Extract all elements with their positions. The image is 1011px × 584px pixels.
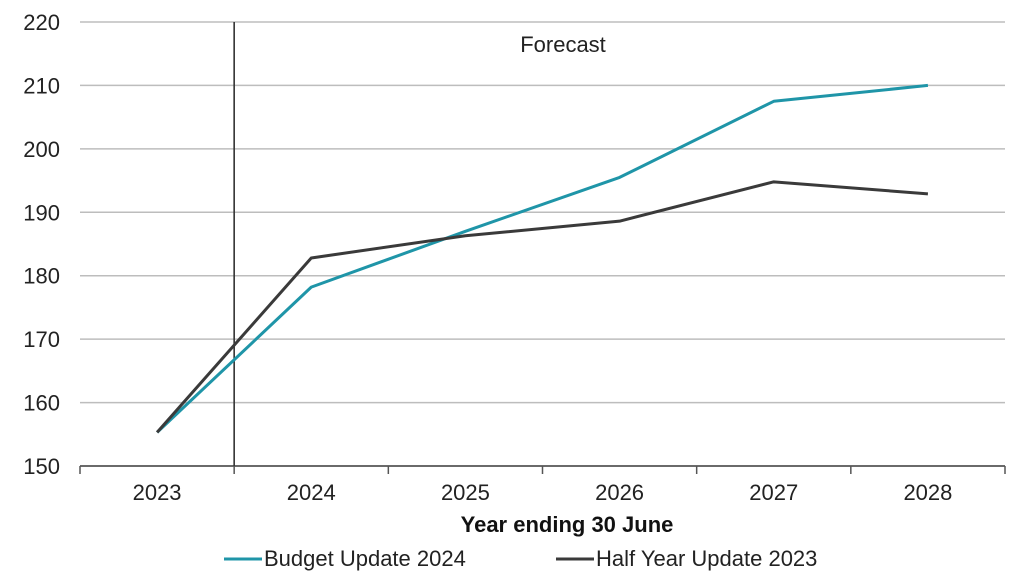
y-tick-label: 190 <box>23 200 60 225</box>
legend: Budget Update 2024 Half Year Update 2023 <box>224 546 817 571</box>
x-axis-title: Year ending 30 June <box>461 512 674 537</box>
y-tick-label: 160 <box>23 391 60 416</box>
y-tick-label: 220 <box>23 10 60 35</box>
y-tick-label: 200 <box>23 137 60 162</box>
x-tick-label: 2027 <box>749 480 798 505</box>
series-line-half-year-update-2023 <box>155 180 929 434</box>
gridlines <box>80 21 1005 404</box>
series-lines <box>155 83 929 434</box>
axes <box>79 465 1006 474</box>
y-axis-ticks: 150 160 170 180 190 200 210 220 <box>23 10 60 479</box>
y-tick-label: 170 <box>23 327 60 352</box>
x-tick-label: 2023 <box>133 480 182 505</box>
x-tick-label: 2024 <box>287 480 336 505</box>
x-tick-label: 2028 <box>903 480 952 505</box>
forecast-annotation: Forecast <box>520 32 606 57</box>
legend-label: Budget Update 2024 <box>264 546 466 571</box>
y-tick-label: 210 <box>23 73 60 98</box>
x-tick-label: 2026 <box>595 480 644 505</box>
x-tick-label: 2025 <box>441 480 490 505</box>
x-axis-ticks: 2023 2024 2025 2026 2027 2028 <box>133 480 953 505</box>
legend-label: Half Year Update 2023 <box>596 546 817 571</box>
y-tick-label: 150 <box>23 454 60 479</box>
y-tick-label: 180 <box>23 264 60 289</box>
series-line-budget-update-2024 <box>156 83 929 434</box>
